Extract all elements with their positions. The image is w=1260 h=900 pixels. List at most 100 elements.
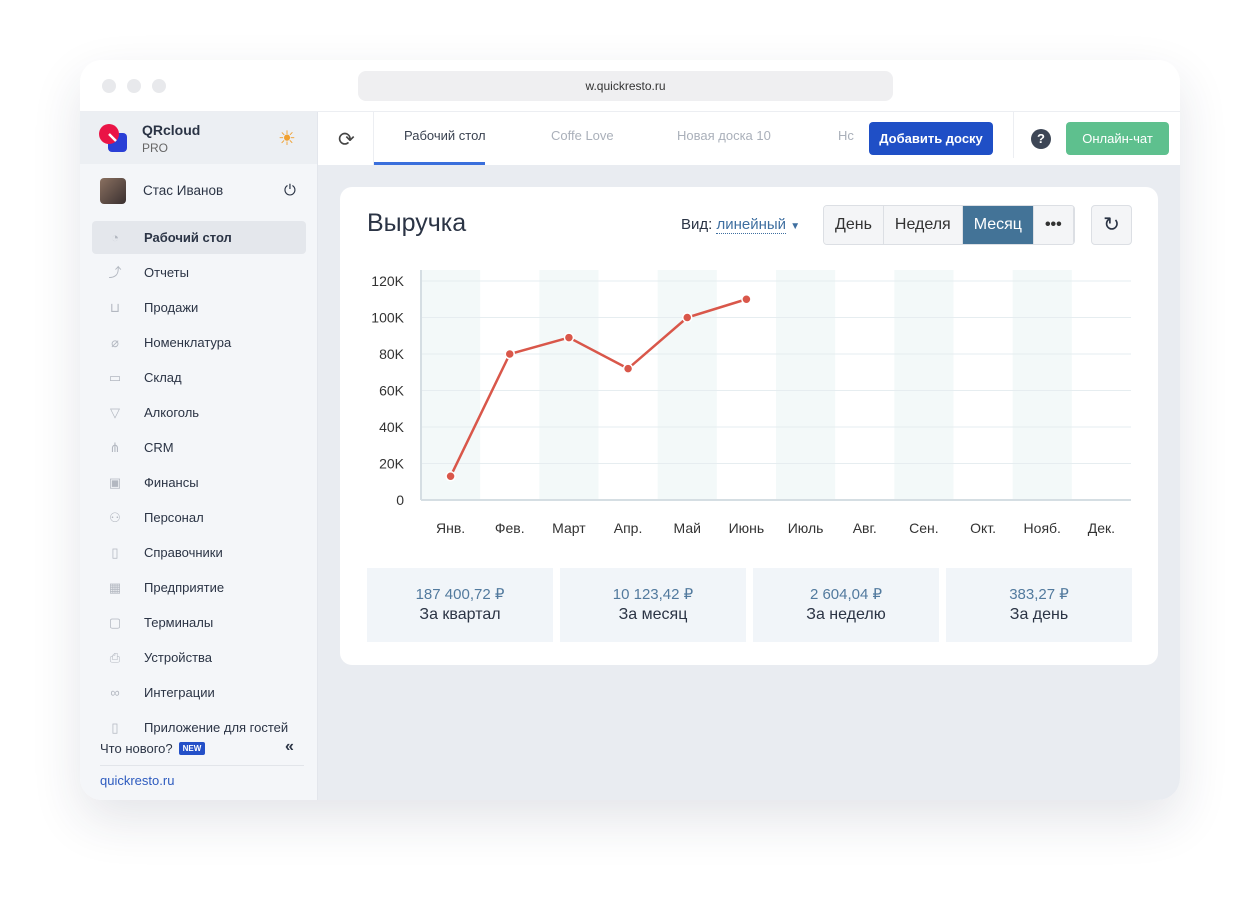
stat-value: 10 123,42 ₽ [612,586,694,603]
stat-value: 187 400,72 ₽ [415,586,505,603]
sidebar-item-0[interactable]: ◔ Рабочий стол [92,221,306,254]
sidebar-item-13[interactable]: ∞ Интеграции [92,676,306,709]
stat-value: 383,27 ₽ [1009,586,1069,603]
add-board-button[interactable]: Добавить доску [869,122,993,155]
column-band [894,270,954,500]
whats-new-label: Что нового? [100,741,173,756]
tab-coffe-love[interactable]: Coffe Love [551,128,614,143]
sidebar-item-11[interactable]: ▢ Терминалы [92,606,306,639]
refresh-icon[interactable]: ↻ [1091,205,1132,245]
tab-novaya-doska-10[interactable]: Новая доска 10 [677,128,771,143]
sidebar-item-8[interactable]: ⚇ Персонал [92,501,306,534]
stat-label: За неделю [806,606,886,623]
sidebar-item-label: Предприятие [144,580,225,595]
y-tick-label: 40K [379,419,405,435]
sidebar-item-7[interactable]: ▣ Финансы [92,466,306,499]
collapse-sidebar-icon[interactable]: « [285,738,294,755]
sync-icon[interactable]: ⟳ [338,129,355,151]
sidebar-item-label: Номенклатура [144,335,232,350]
printer-icon: ⎙ [109,650,121,665]
online-chat-button[interactable]: Онлайн-чат [1066,122,1169,155]
book-icon: ▯ [111,545,119,560]
sidebar-item-6[interactable]: ⋔ CRM [92,431,306,464]
sidebar-item-10[interactable]: ▦ Предприятие [92,571,306,604]
qrcloud-logo [99,124,127,152]
x-tick-label: Авг. [853,520,877,536]
y-tick-label: 120K [371,273,404,289]
sidebar-item-label: Склад [144,370,182,385]
hierarchy-icon: ⋔ [109,440,121,455]
sidebar-item-12[interactable]: ⎙ Устройства [92,641,306,674]
tag-icon: ⌀ [111,335,119,350]
sidebar-nav: ◔ Рабочий стол ⤴ Отчеты ⊔ Продажи ⌀ Номенклатур… [92,221,306,746]
user-profile[interactable]: Стас Иванов ⏻ [100,178,300,206]
column-band [657,270,717,500]
stat-value: 2 604,04 ₽ [809,586,883,603]
column-band [1012,270,1072,500]
data-point [622,363,634,374]
x-tick-label: Янв. [436,520,465,536]
sidebar-item-label: Приложение для гостей [144,720,289,735]
address-bar[interactable]: w.quickresto.ru [358,71,893,101]
period-month-button[interactable]: Месяц [962,206,1034,244]
sidebar-item-14[interactable]: ▯ Приложение для гостей [92,711,306,744]
revenue-chart: 0 20K 40K 60K 80K 100K 120K Янв. Фев. Март Апр. Май… [371,270,1131,536]
sidebar-item-1[interactable]: ⤴ Отчеты [92,256,306,289]
tab-rabochiy-stol[interactable]: Рабочий стол [404,128,486,143]
avatar [100,178,126,204]
stat-week: 2 604,04 ₽ За неделю [753,568,939,642]
x-tick-label: Дек. [1088,520,1115,536]
help-icon[interactable]: ? [1031,129,1051,149]
title-bar: w.quickresto.ru [80,60,1180,112]
sidebar-item-5[interactable]: ▽ Алкоголь [92,396,306,429]
sidebar-item-3[interactable]: ⌀ Номенклатура [92,326,306,359]
brand-name: QRcloud [142,122,201,138]
sidebar-item-label: Алкоголь [144,405,200,420]
x-tick-label: Май [674,520,701,536]
close-dot[interactable] [102,79,116,93]
new-badge: NEW [178,742,206,755]
x-tick-label: Сен. [909,520,939,536]
minimize-dot[interactable] [127,79,141,93]
revenue-card: 0 20K 40K 60K 80K 100K 120K Янв. Фев. Март Апр. Май… [340,187,1158,665]
period-week-button[interactable]: Неделя [883,206,963,244]
brand-plan: PRO [142,141,169,155]
user-name: Стас Иванов [143,183,224,198]
view-value[interactable]: линейный [716,216,787,234]
glass-icon: ▽ [110,405,120,420]
top-bar: ⟳ Рабочий стол Coffe Love Новая доска 10… [318,112,1180,165]
whats-new-link[interactable]: Что нового? NEW [100,741,206,756]
stats-row: 187 400,72 ₽ За квартал 10 123,42 ₽ За мес… [367,568,1132,642]
maximize-dot[interactable] [152,79,166,93]
period-switch: День Неделя Месяц ••• [823,205,1075,245]
data-point [741,294,752,305]
sidebar-item-label: Интеграции [144,685,215,700]
basket-icon: ⊔ [109,300,121,315]
more-periods-button[interactable]: ••• [1033,206,1074,244]
sidebar-item-4[interactable]: ▭ Склад [92,361,306,394]
revenue-line [449,298,747,477]
sidebar: QRcloud PRO ☀ Стас Иванов ⏻ ◔ Рабочий сто… [80,112,318,800]
divider [1013,112,1014,158]
tab-truncated[interactable]: Нс [838,128,854,143]
view-selector[interactable]: Вид: линейный ▼ [681,216,800,234]
y-tick-label: 0 [396,492,404,508]
site-link[interactable]: quickresto.ru [100,773,175,788]
x-tick-label: Март [552,520,586,536]
stat-label: За день [1009,606,1069,623]
people-icon: ⚇ [109,510,121,525]
x-tick-label: Окт. [970,520,996,536]
power-icon[interactable]: ⏻ [284,182,296,199]
theme-toggle-icon[interactable]: ☀ [278,128,296,150]
building-icon: ▦ [108,580,122,595]
sidebar-item-label: Справочники [144,545,223,560]
y-tick-label: 80K [379,346,405,362]
sidebar-item-2[interactable]: ⊔ Продажи [92,291,306,324]
infinity-icon: ∞ [110,685,120,700]
data-point [682,312,693,323]
view-label: Вид: [681,216,713,233]
sidebar-item-9[interactable]: ▯ Справочники [92,536,306,569]
period-day-button[interactable]: День [824,206,884,244]
wallet-icon: ▣ [108,475,122,490]
x-tick-label: Нояб. [1024,520,1061,536]
